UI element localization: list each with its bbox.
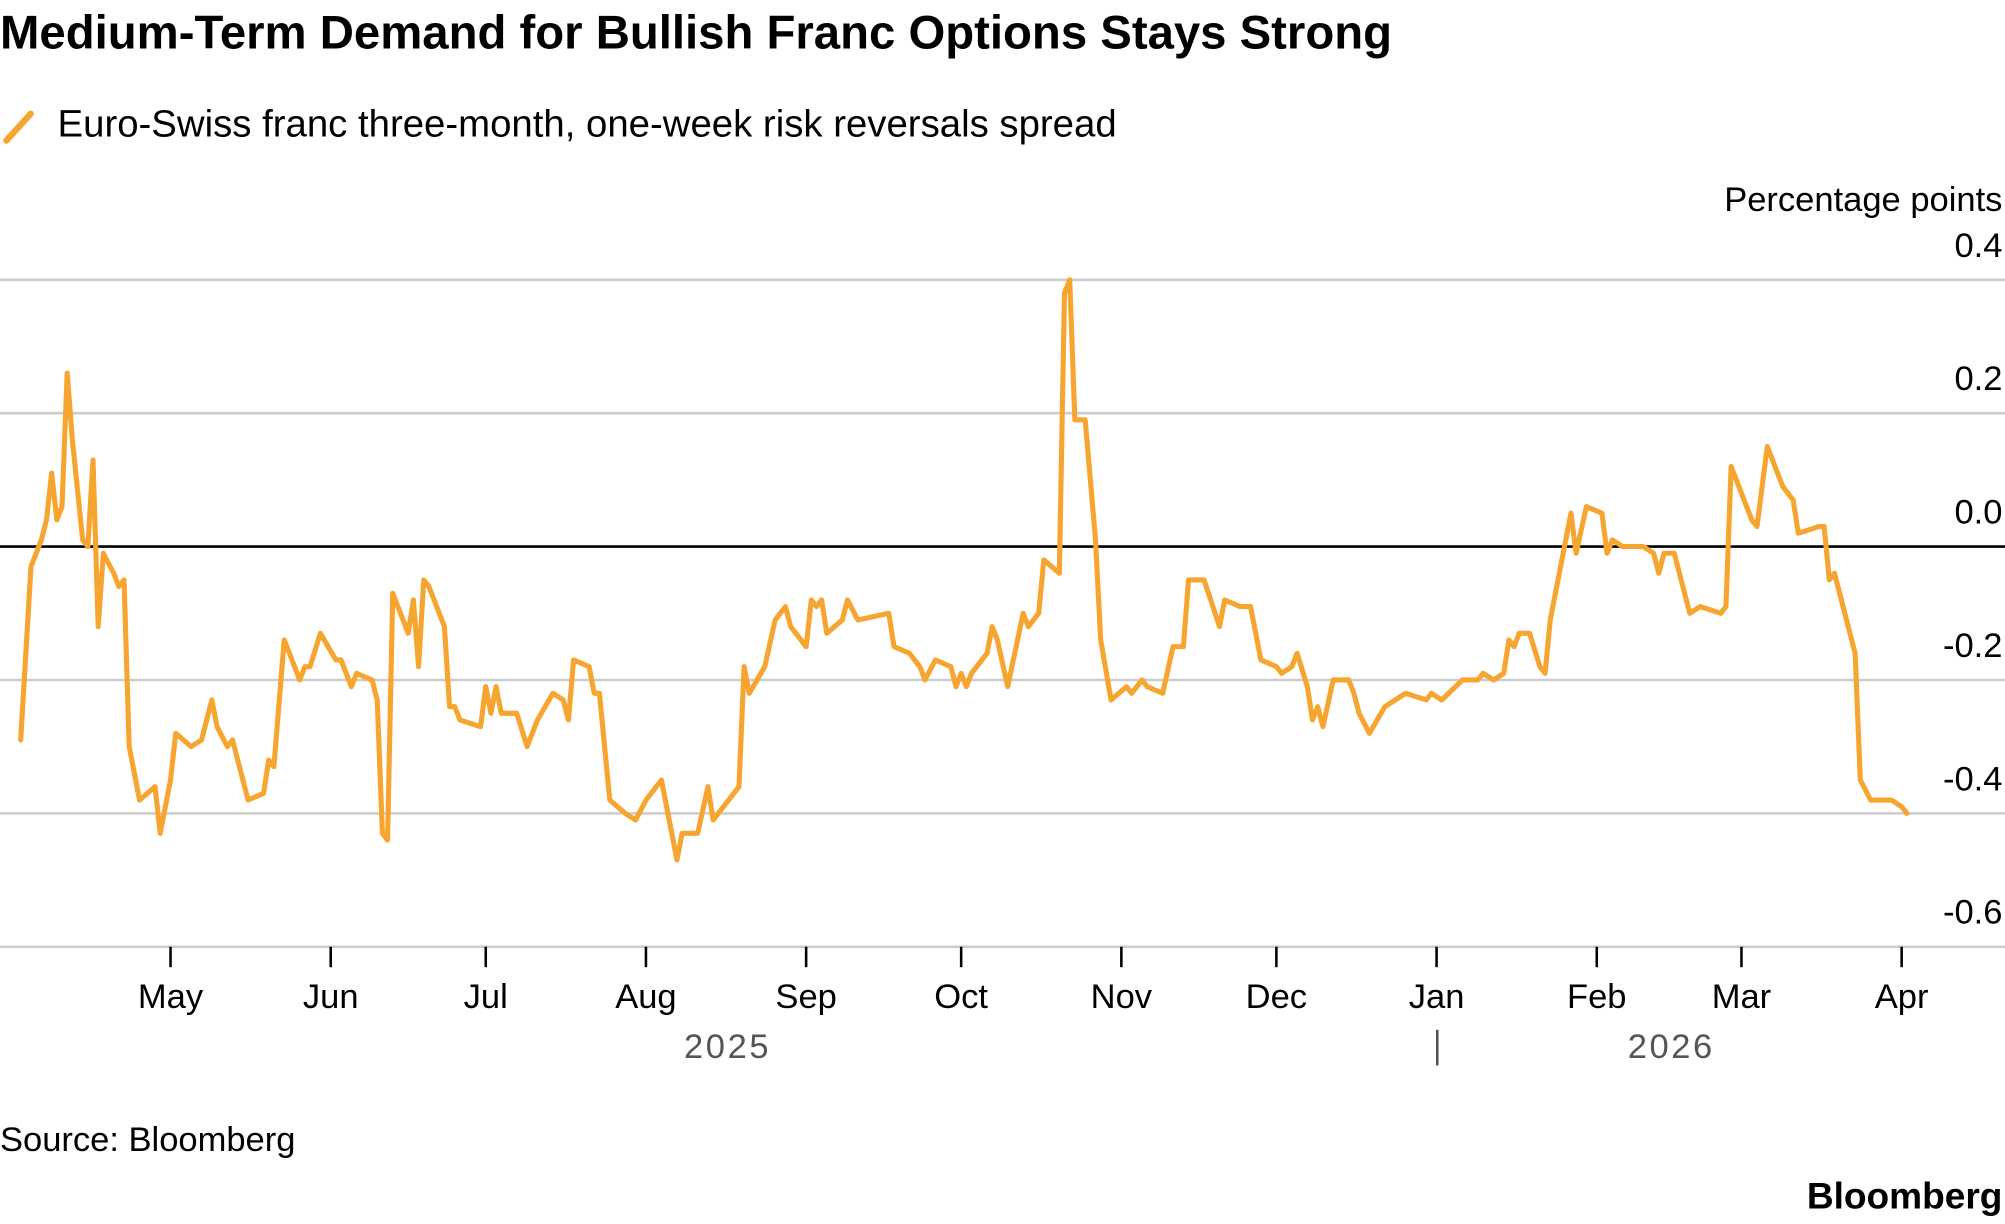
data-line	[18, 277, 1910, 863]
y-tick-label: 0.4	[1954, 227, 2002, 265]
y-tick-label: 0.2	[1954, 360, 2002, 398]
x-tick-label: Feb	[1567, 978, 1626, 1016]
year-label: 2026	[1628, 1028, 1715, 1066]
x-tick-label: Apr	[1875, 978, 1929, 1016]
x-tick-label: Dec	[1246, 978, 1307, 1016]
x-tick-label: Jan	[1409, 978, 1465, 1016]
source: Source: Bloomberg	[0, 1121, 295, 1159]
y-tick-label: -0.6	[1943, 894, 2002, 932]
chart-title: Medium-Term Demand for Bullish Franc Opt…	[0, 7, 1392, 60]
y-tick-label: -0.2	[1943, 627, 2002, 665]
x-tick-label: Nov	[1091, 978, 1153, 1016]
legend-label: Euro-Swiss franc three-month, one-week r…	[58, 103, 1117, 146]
x-tick-label: Mar	[1712, 978, 1771, 1016]
y-axis-label: Percentage points	[1724, 181, 2002, 219]
x-tick-label: Jul	[464, 978, 508, 1016]
y-tick-label: -0.4	[1943, 760, 2002, 798]
x-tick-label: Oct	[934, 978, 988, 1016]
x-tick-label: Sep	[775, 978, 836, 1016]
x-tick-label: Jun	[303, 978, 359, 1016]
brand: Bloomberg	[1807, 1175, 2003, 1217]
x-tick-label: May	[138, 978, 204, 1016]
x-tick-label: Aug	[615, 978, 676, 1016]
legend-swatch	[3, 110, 34, 144]
year-label: 2025	[684, 1028, 771, 1066]
y-tick-label: 0.0	[1954, 494, 2002, 532]
